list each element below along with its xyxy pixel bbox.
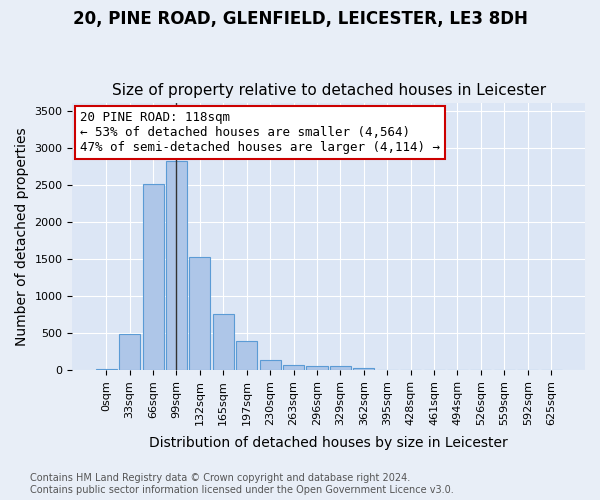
Bar <box>166 161 187 370</box>
Y-axis label: Number of detached properties: Number of detached properties <box>15 128 29 346</box>
Bar <box>330 366 351 370</box>
Bar <box>119 334 140 370</box>
Bar <box>96 368 117 370</box>
Bar <box>283 365 304 370</box>
Bar <box>236 341 257 370</box>
Bar <box>213 314 234 370</box>
Bar <box>143 184 164 370</box>
Bar <box>260 360 281 370</box>
Text: 20 PINE ROAD: 118sqm
← 53% of detached houses are smaller (4,564)
47% of semi-de: 20 PINE ROAD: 118sqm ← 53% of detached h… <box>80 112 440 154</box>
Bar <box>353 368 374 370</box>
Bar <box>307 366 328 370</box>
Title: Size of property relative to detached houses in Leicester: Size of property relative to detached ho… <box>112 83 546 98</box>
Bar <box>190 258 211 370</box>
Text: Contains HM Land Registry data © Crown copyright and database right 2024.
Contai: Contains HM Land Registry data © Crown c… <box>30 474 454 495</box>
X-axis label: Distribution of detached houses by size in Leicester: Distribution of detached houses by size … <box>149 436 508 450</box>
Text: 20, PINE ROAD, GLENFIELD, LEICESTER, LE3 8DH: 20, PINE ROAD, GLENFIELD, LEICESTER, LE3… <box>73 10 527 28</box>
